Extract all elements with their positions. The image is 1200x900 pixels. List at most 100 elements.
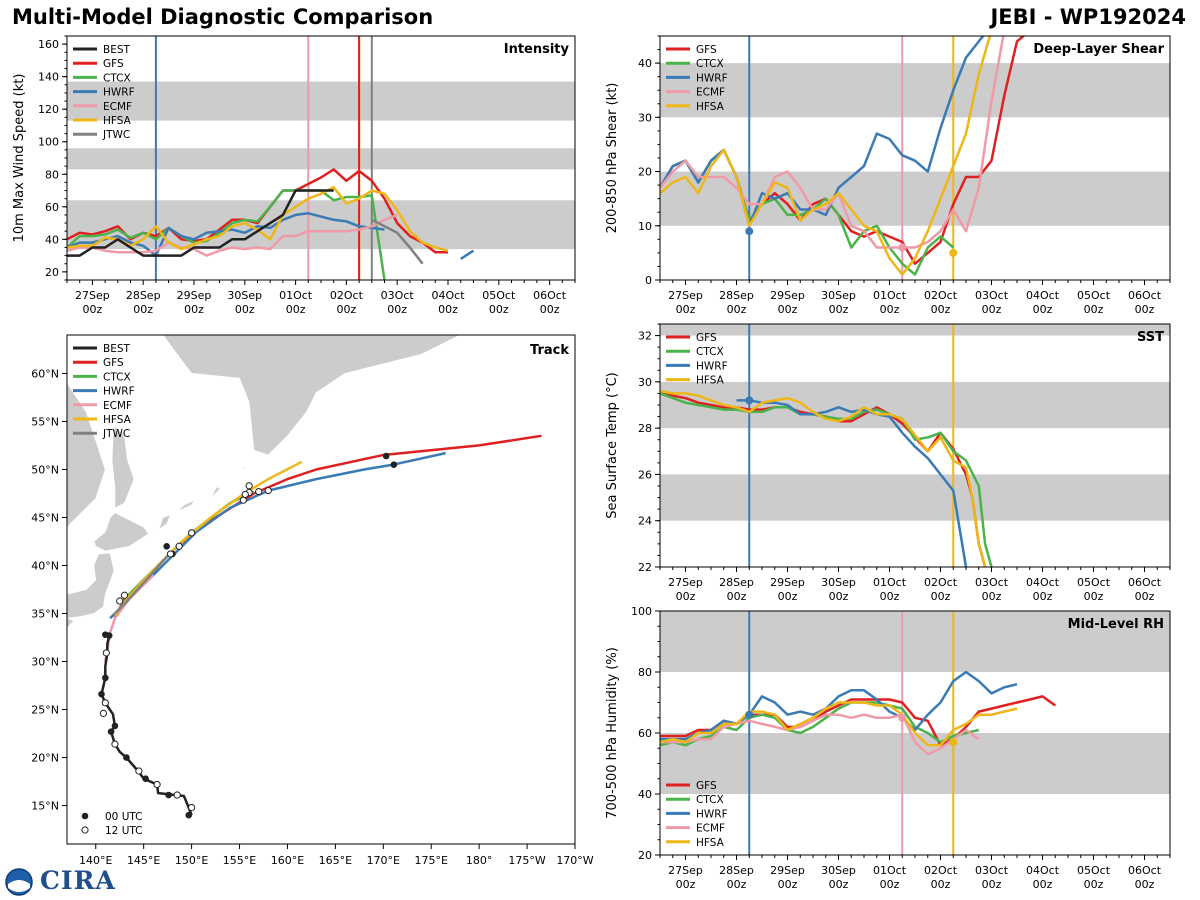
series-line-jtwc <box>371 218 424 265</box>
legend-label-ecmf: ECMF <box>696 823 725 835</box>
x-tick-label: 00z <box>1033 303 1053 316</box>
x-tick-label: 30Sep <box>227 289 262 302</box>
intensity-band <box>660 63 1170 118</box>
legend-rh: GFS CTCX HWRF ECMF HFSA <box>666 780 728 849</box>
x-tick-label: 28Sep <box>719 576 754 589</box>
init-marker-hfsa <box>949 738 958 747</box>
lon-tick-label: 165°E <box>319 854 352 867</box>
y-axis-label: 700-500 hPa Humidity (%) <box>605 647 620 819</box>
x-tick-label: 00z <box>1084 303 1104 316</box>
y-tick-label: 26 <box>638 468 652 481</box>
legend-label-hfsa: HFSA <box>696 101 725 113</box>
x-tick-label: 00z <box>540 303 560 316</box>
x-tick-label: 28Sep <box>126 289 161 302</box>
y-tick-label: 80 <box>638 666 652 679</box>
x-tick-label: 00z <box>1084 878 1104 891</box>
land-mass <box>210 486 221 499</box>
series-line-ecmf <box>660 36 1005 249</box>
track-point-00utc <box>142 775 149 782</box>
y-axis-label: 200-850 hPa Shear (kt) <box>605 83 620 234</box>
panel-sst: 22242628303227Sep00z28Sep00z29Sep00z30Se… <box>605 323 1171 603</box>
legend-label-hfsa: HFSA <box>103 414 132 426</box>
x-tick-label: 00z <box>1033 590 1053 603</box>
track-point-12utc <box>264 486 272 495</box>
x-tick-label: 00z <box>931 878 951 891</box>
x-tick-label: 02Oct <box>330 289 364 302</box>
init-marker-hwrf <box>745 710 754 719</box>
land-mass <box>67 616 75 629</box>
y-tick-label: 24 <box>638 515 652 528</box>
land-mass <box>158 513 172 530</box>
panel-title: Intensity <box>504 42 570 57</box>
y-tick-label: 60 <box>45 201 59 214</box>
legend-label-hwrf: HWRF <box>103 87 135 99</box>
track-point-00utc <box>185 811 193 819</box>
x-tick-label: 00z <box>829 590 849 603</box>
lat-tick-label: 20°N <box>31 752 59 765</box>
track-point-12utc <box>173 791 181 799</box>
y-tick-label: 40 <box>45 233 59 246</box>
intensity-band <box>67 200 575 250</box>
main-title: Multi-Model Diagnostic Comparison <box>12 5 434 29</box>
x-tick-label: 29Sep <box>770 289 805 302</box>
lat-tick-label: 45°N <box>31 511 59 524</box>
x-tick-label: 04Oct <box>1026 576 1060 589</box>
lon-tick-label: 145°E <box>127 854 160 867</box>
x-tick-label: 00z <box>1135 878 1155 891</box>
track-point-12utc <box>241 490 249 499</box>
y-tick-label: 32 <box>638 330 652 343</box>
x-tick-label: 00z <box>727 590 747 603</box>
cira-logo: CIRA <box>40 866 116 895</box>
intensity-band <box>660 611 1170 672</box>
x-tick-label: 00z <box>184 303 204 316</box>
init-marker-ecmf <box>898 713 907 722</box>
legend-label-00utc: 00 UTC <box>105 811 143 823</box>
series-line-hwrf <box>736 399 968 567</box>
x-tick-label: 00z <box>676 878 696 891</box>
lon-tick-label: 155°E <box>223 854 256 867</box>
legend-label-hfsa: HFSA <box>696 375 725 387</box>
x-tick-label: 06Oct <box>1128 864 1162 877</box>
x-tick-label: 01Oct <box>873 289 907 302</box>
legend-track: BEST GFS CTCX HWRF ECMF HFSA JTWC <box>73 343 135 440</box>
x-tick-label: 00z <box>931 303 951 316</box>
legend-marker-00utc <box>81 812 89 820</box>
y-tick-label: 30 <box>638 111 652 124</box>
track-point-00utc <box>123 754 130 761</box>
track-point-00utc <box>390 461 398 468</box>
x-tick-label: 27Sep <box>668 289 703 302</box>
y-axis-label: Sea Surface Temp (°C) <box>605 372 620 519</box>
legend-label-best: BEST <box>103 343 131 355</box>
x-tick-label: 00z <box>1084 590 1104 603</box>
land-mass <box>67 552 115 619</box>
x-tick-label: 05Oct <box>1077 864 1111 877</box>
series-line-ctcx <box>660 392 993 567</box>
x-tick-label: 30Sep <box>821 864 856 877</box>
x-tick-label: 30Sep <box>821 576 856 589</box>
panel-shear: 01020304027Sep00z28Sep00z29Sep00z30Sep00… <box>605 35 1171 316</box>
track-line-ecmf <box>104 574 155 662</box>
x-tick-label: 02Oct <box>924 576 958 589</box>
panel-rh: 2040608010027Sep00z28Sep00z29Sep00z30Sep… <box>605 605 1171 891</box>
x-tick-label: 00z <box>1033 878 1053 891</box>
series-line-hfsa <box>67 186 449 252</box>
x-tick-label: 27Sep <box>668 576 703 589</box>
series-line-hwrf <box>660 670 1018 741</box>
lat-tick-label: 60°N <box>31 367 59 380</box>
map-frame <box>66 334 576 845</box>
x-tick-label: 00z <box>778 590 798 603</box>
x-tick-label: 00z <box>982 878 1002 891</box>
x-tick-label: 00z <box>133 303 153 316</box>
x-tick-label: 00z <box>676 303 696 316</box>
lon-tick-label: 140°E <box>79 854 112 867</box>
x-tick-label: 05Oct <box>482 289 516 302</box>
x-tick-label: 00z <box>286 303 306 316</box>
lon-tick-label: 170°E <box>367 854 400 867</box>
lat-tick-label: 50°N <box>31 463 59 476</box>
series-line-hfsa <box>660 701 1018 747</box>
lon-tick-label: 180° <box>466 854 493 867</box>
land-mass <box>176 499 196 513</box>
x-tick-label: 00z <box>387 303 407 316</box>
track-point-12utc <box>111 740 119 748</box>
y-tick-label: 60 <box>638 727 652 740</box>
